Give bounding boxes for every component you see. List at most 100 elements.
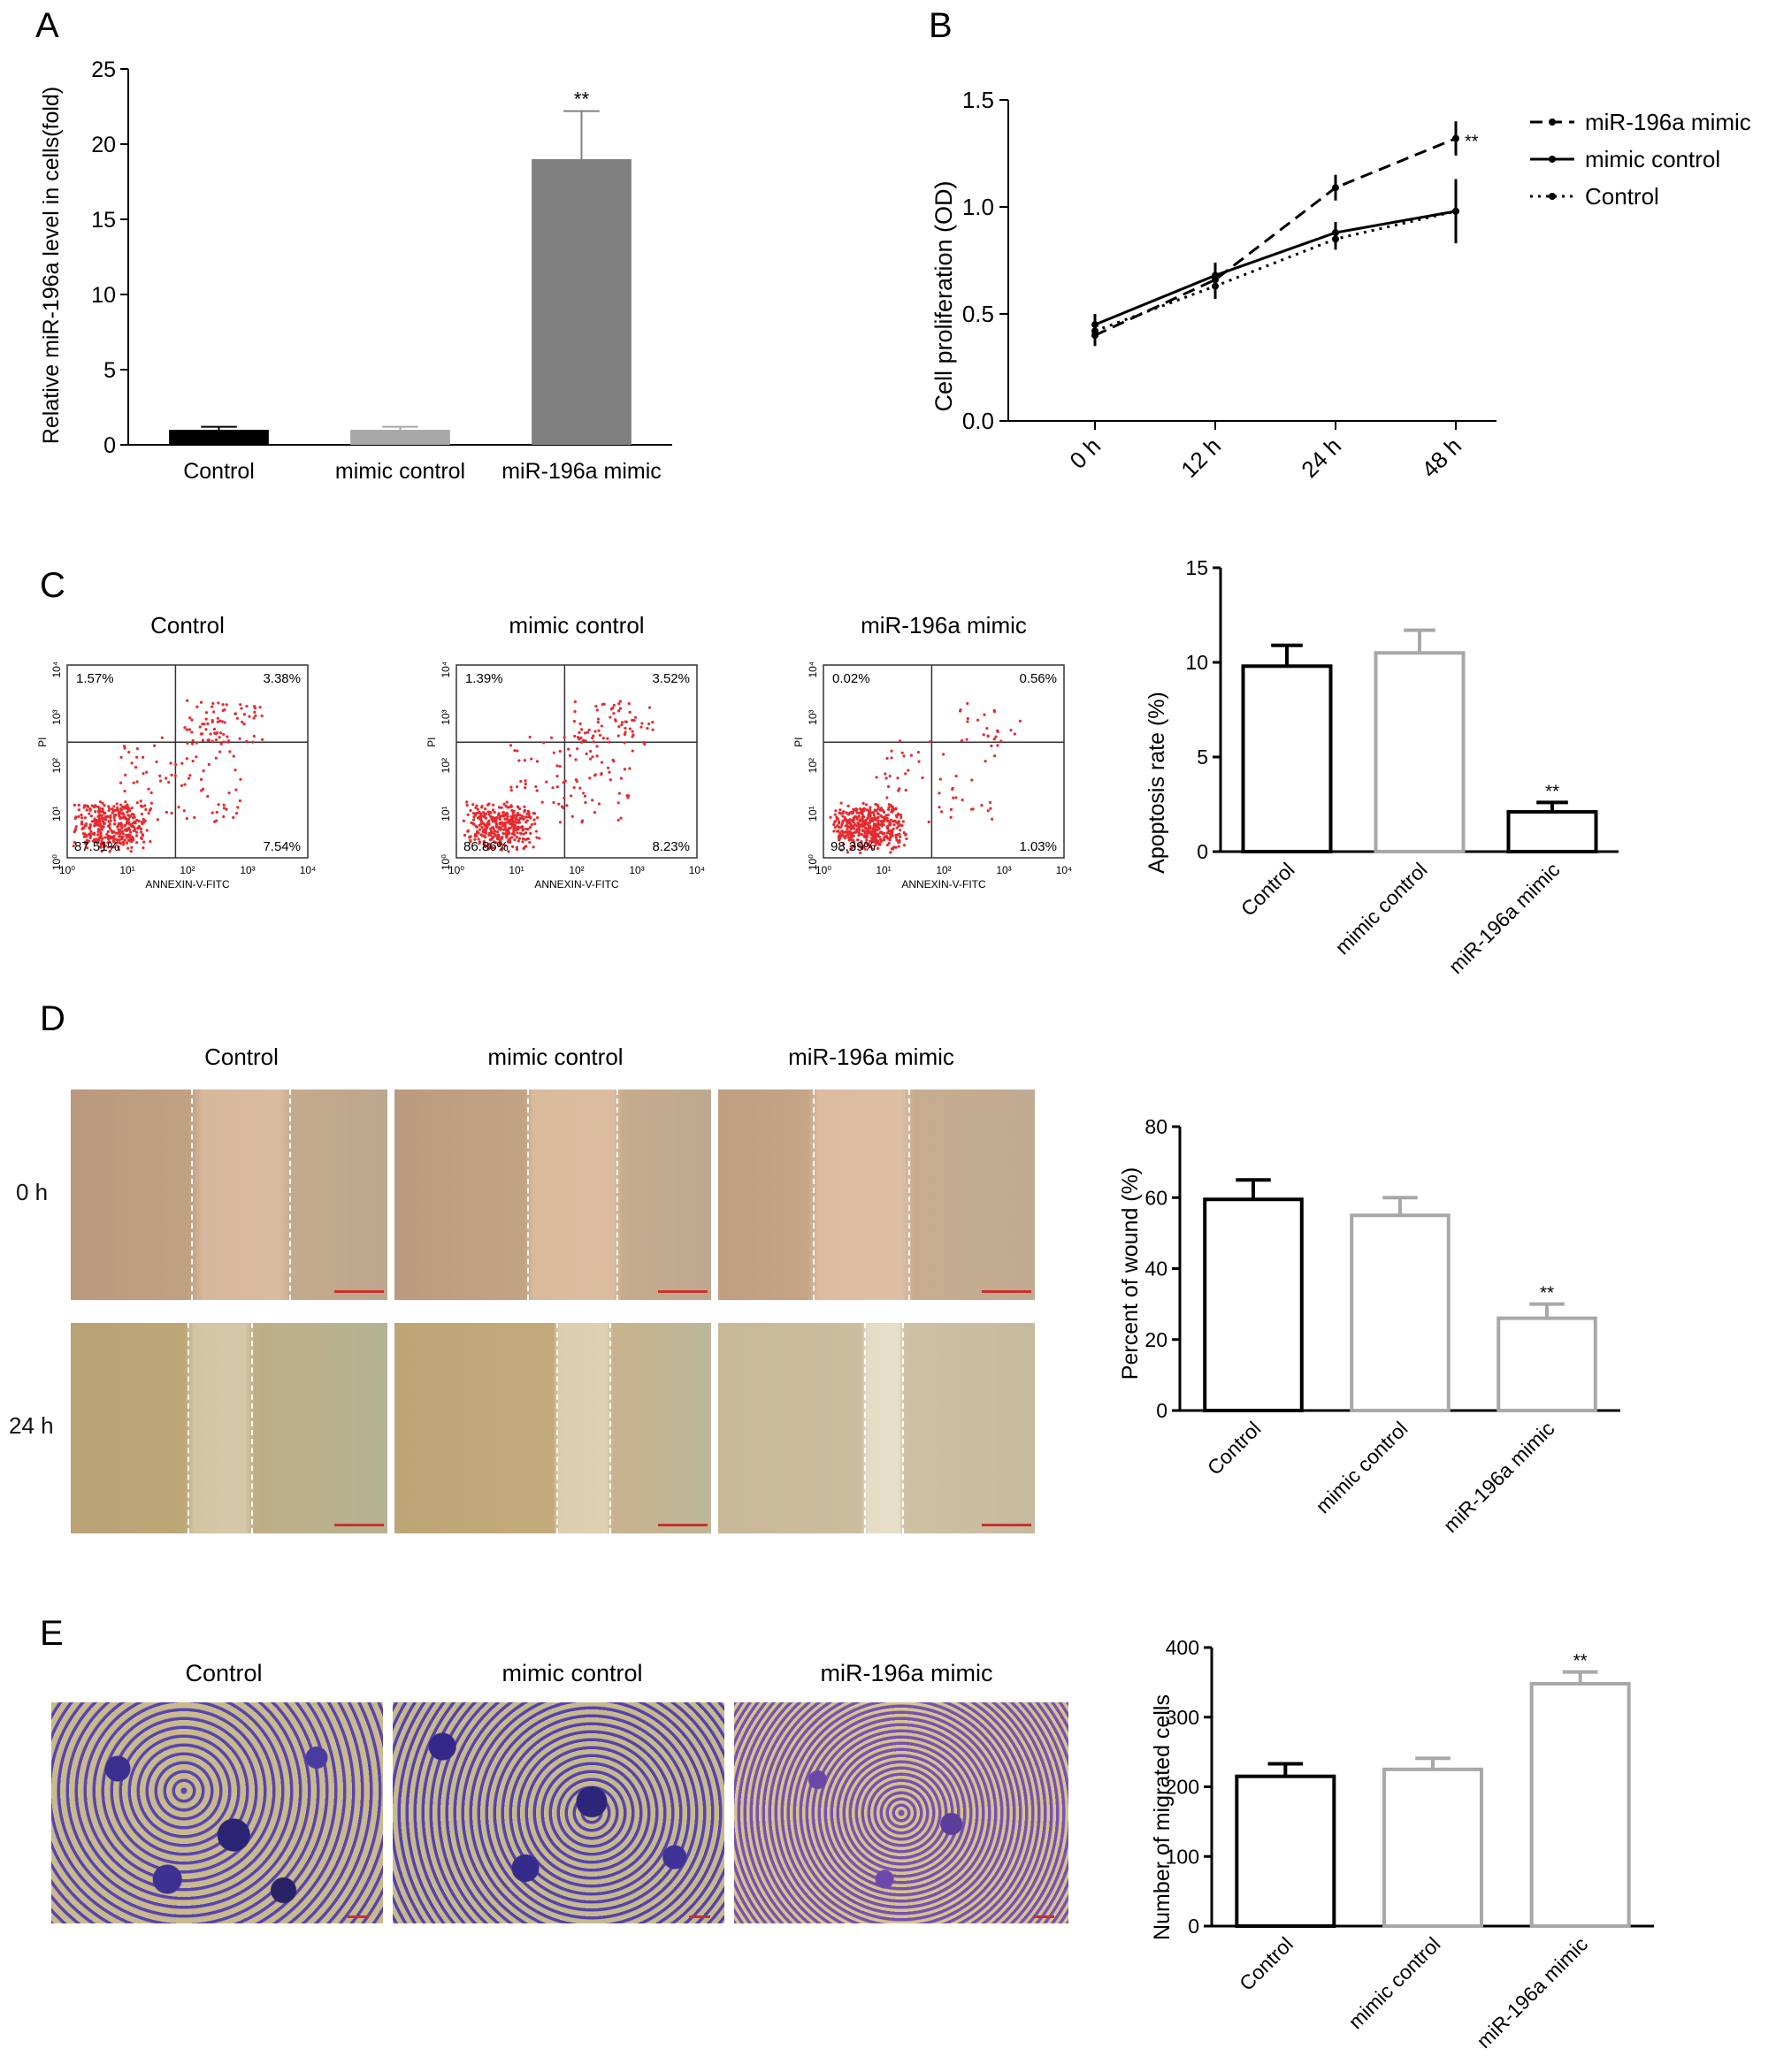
flow-event-dot: [469, 840, 472, 844]
flow-event-dot: [126, 803, 129, 807]
flow-event-dot: [856, 815, 861, 819]
flow-event-dot: [145, 770, 149, 774]
flow-event-dot: [212, 710, 216, 714]
flow-event-dot: [877, 826, 881, 830]
flow-event-dot: [195, 755, 198, 759]
flow-event-dot: [126, 838, 130, 842]
flow-event-dot: [832, 830, 836, 833]
flow-event-dot: [465, 803, 469, 807]
flow-event-dot: [218, 719, 222, 723]
bar: [1506, 810, 1598, 853]
flow-event-dot: [850, 846, 854, 850]
flow-event-dot: [479, 814, 483, 819]
quadrant-percent-lr: 8.23%: [652, 839, 690, 854]
flow-event-dot: [200, 777, 203, 781]
flow-event-dot: [844, 837, 847, 840]
flow-event-dot: [897, 789, 900, 792]
flow-event-dot: [484, 845, 487, 849]
flow-event-dot: [579, 728, 584, 731]
flow-event-dot: [254, 707, 257, 710]
flow-event-dot: [108, 840, 111, 844]
flow-event-dot: [498, 814, 501, 818]
flow-event-dot: [207, 762, 211, 767]
flow-event-dot: [494, 822, 499, 826]
flow-event-dot: [988, 800, 992, 805]
flow-event-dot: [600, 724, 603, 728]
flow-event-dot: [110, 830, 113, 833]
flow-event-dot: [917, 760, 921, 763]
significance-mark: **: [1540, 1283, 1554, 1304]
quadrant-percent-ur: 0.56%: [1019, 671, 1057, 686]
flow-event-dot: [574, 758, 578, 761]
flow-event-dot: [596, 717, 601, 721]
flow-event-dot: [105, 832, 109, 836]
flow-event-dot: [562, 806, 565, 809]
flow-event-dot: [145, 829, 149, 832]
flow-event-dot: [879, 807, 884, 810]
flow-event-dot: [886, 784, 891, 789]
flow-event-dot: [873, 830, 877, 834]
flow-event-dot: [149, 801, 153, 805]
flow-event-dot: [517, 759, 521, 762]
flow-event-dot: [480, 825, 484, 830]
flow-event-dot: [873, 826, 877, 830]
panel-b-ylabel: Cell proliferation (OD): [930, 180, 957, 411]
flow-event-dot: [473, 837, 477, 841]
flow-event-dot: [970, 778, 974, 782]
flow-event-dot: [170, 773, 173, 776]
flow-event-dot: [135, 841, 139, 845]
flow-event-dot: [94, 810, 97, 814]
flow-event-dot: [133, 828, 137, 832]
flow-event-dot: [896, 776, 899, 780]
flow-event-dot: [601, 737, 605, 740]
flow-event-dot: [595, 754, 599, 758]
flow-event-dot: [833, 819, 838, 823]
flow-event-dot: [484, 831, 488, 835]
flow-event-dot: [884, 776, 888, 780]
flow-event-dot: [887, 841, 891, 845]
flow-event-dot: [521, 829, 524, 832]
flow-event-dot: [88, 836, 92, 840]
flow-event-dot: [992, 754, 997, 758]
flow-event-dot: [180, 761, 184, 765]
flow-event-dot: [494, 815, 499, 820]
data-point: [1332, 235, 1339, 243]
flow-event-dot: [201, 723, 204, 726]
flow-event-dot: [479, 812, 483, 815]
flow-event-dot: [865, 838, 869, 842]
flow-event-dot: [103, 818, 108, 822]
bar: [1241, 664, 1333, 853]
flow-event-dot: [521, 815, 524, 819]
flow-event-dot: [512, 830, 516, 834]
flow-event-dot: [875, 834, 879, 837]
flow-event-dot: [568, 753, 572, 758]
flow-event-dot: [545, 780, 548, 784]
flow-event-dot: [864, 830, 869, 835]
significance-mark: **: [1573, 1651, 1588, 1671]
flow-event-dot: [88, 812, 91, 815]
flow-event-dot: [500, 806, 503, 809]
flow-event-dot: [486, 803, 490, 807]
flow-event-dot: [856, 838, 860, 842]
flow-event-dot: [507, 829, 510, 832]
flow-event-dot: [579, 740, 583, 745]
flow-event-dot: [487, 813, 491, 816]
flow-event-dot: [73, 828, 78, 831]
flow-event-dot: [474, 806, 478, 810]
flow-event-dot: [846, 833, 850, 837]
flow-event-dot: [258, 706, 262, 709]
flow-event-dot: [524, 786, 527, 790]
flow-event-dot: [592, 734, 595, 738]
flow-event-dot: [103, 811, 107, 814]
flow-event-dot: [897, 821, 900, 824]
flow-x-tick-label: 10³: [240, 864, 255, 876]
flow-x-tick-label: 10⁴: [1056, 864, 1073, 876]
flow-event-dot: [73, 803, 76, 807]
flow-event-dot: [534, 830, 539, 833]
flow-event-dot: [866, 843, 869, 846]
y-tick-label: 5: [103, 358, 116, 383]
panel-d-row-label: 24 h: [9, 1412, 54, 1439]
y-tick-label: 0.0: [962, 408, 994, 434]
flow-event-dot: [80, 813, 83, 817]
flow-event-dot: [839, 801, 843, 805]
